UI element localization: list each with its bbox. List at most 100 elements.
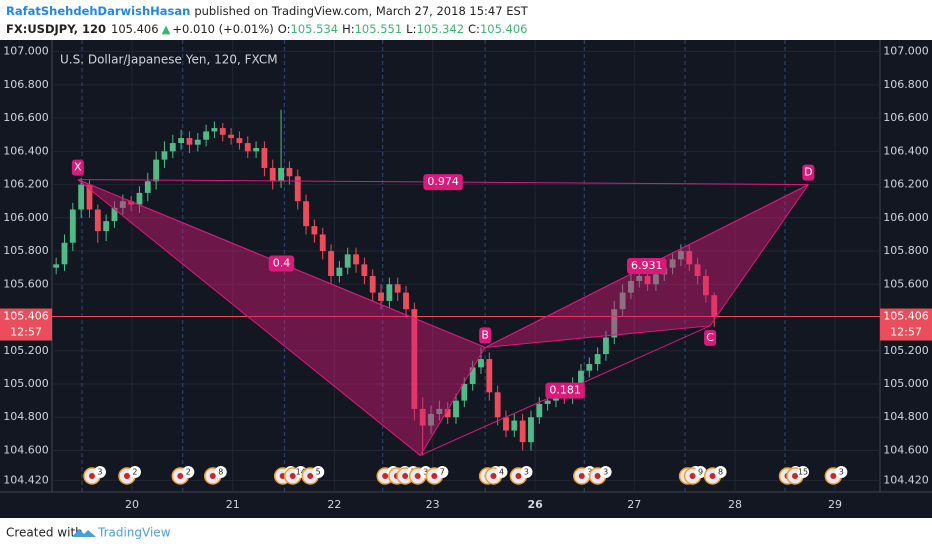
candle-body: [677, 251, 684, 260]
candle-body: [594, 354, 601, 365]
event-count: 3: [839, 468, 844, 477]
candle-body: [186, 138, 193, 145]
ratio-label: 0.4: [273, 257, 291, 270]
l: 105.342: [416, 22, 464, 36]
y-tick-label: 106.400: [3, 144, 49, 157]
y-tick-label-right: 104.420: [883, 473, 929, 486]
event-badge: [128, 466, 141, 478]
candle-body: [194, 139, 201, 145]
event-flag: [382, 473, 389, 479]
candle-body: [578, 370, 584, 384]
candle-body: [478, 359, 484, 368]
event-count: 3: [587, 468, 592, 477]
y-tick-label-right: 106.800: [883, 78, 929, 91]
candle-body: [494, 392, 501, 418]
x-tick-label: 26: [527, 498, 543, 511]
candle-body: [711, 295, 718, 317]
event-flag: [594, 473, 601, 479]
event-count: 8: [218, 468, 223, 477]
candle-body: [486, 359, 493, 393]
candle-body: [119, 201, 126, 208]
candle-body: [444, 408, 451, 418]
candle-body: [61, 242, 68, 265]
price-tag-value: 105.406: [3, 310, 49, 323]
y-tick-label-right: 104.600: [883, 443, 929, 456]
footer-bg: [0, 518, 932, 550]
event-flag: [709, 473, 716, 479]
candle-body: [344, 254, 351, 268]
price-tag: [880, 308, 932, 341]
candle-body: [136, 192, 143, 205]
event-badge: [182, 466, 195, 478]
candle-body: [628, 280, 634, 293]
candle-body: [53, 264, 60, 268]
event-count: 15: [798, 468, 808, 477]
point-label: X: [74, 161, 82, 174]
y-tick-label-right: 105.000: [883, 377, 929, 390]
candle-body: [294, 176, 301, 202]
event-badge: [93, 466, 106, 478]
candle-body: [219, 128, 226, 135]
published: published on TradingView.com, March 27, …: [194, 4, 528, 18]
point-label-bg: [71, 159, 84, 176]
event-flag: [689, 473, 696, 479]
candle-body: [203, 131, 210, 140]
x-tick-label: 29: [828, 498, 842, 511]
h: 105.551: [355, 22, 403, 36]
y-tick-label: 105.600: [3, 277, 49, 290]
price-tag-countdown: 12:57: [10, 326, 42, 339]
y-tick-label-right: 105.600: [883, 277, 929, 290]
candle-body: [453, 400, 459, 418]
c-label: C:: [468, 22, 480, 36]
candle-body: [519, 420, 526, 443]
candle-body: [69, 209, 76, 243]
symbol: FX:USDJPY, 120: [6, 22, 106, 36]
candle-body: [228, 134, 235, 139]
candle-body: [361, 264, 368, 276]
price-tag-countdown: 12:57: [890, 326, 922, 339]
candle-body: [336, 267, 343, 276]
event-badge: [214, 466, 227, 478]
event-count: 2: [132, 468, 137, 477]
x-tick-label: 21: [226, 498, 240, 511]
o-label: O:: [278, 22, 291, 36]
candle-body: [586, 364, 593, 371]
event-badge: [599, 466, 612, 478]
o: 105.534: [291, 22, 339, 36]
candle-body: [436, 408, 443, 414]
ratio-label-bg: [545, 382, 585, 399]
candle-body: [128, 201, 135, 205]
footer-brand[interactable]: TradingView: [97, 526, 171, 540]
event-flag: [123, 473, 130, 479]
candle-body: [619, 292, 626, 310]
point-label-bg: [479, 327, 492, 344]
c: 105.406: [480, 22, 528, 36]
event-flag: [209, 473, 216, 479]
author[interactable]: RafatShehdehDarwishHasan: [6, 4, 190, 18]
candle-body: [469, 367, 476, 384]
event-count: 3: [97, 468, 102, 477]
event-flag: [578, 473, 585, 479]
point-label-bg: [704, 329, 717, 346]
point-label: B: [481, 328, 489, 341]
event-count: 8: [718, 468, 723, 477]
event-badge: [436, 466, 449, 478]
event-flag: [414, 473, 421, 479]
y-tick-label: 107.000: [3, 45, 49, 58]
candle-body: [86, 184, 93, 210]
y-tick-label: 106.200: [3, 178, 49, 191]
event-flag: [490, 473, 497, 479]
event-flag: [289, 473, 296, 479]
ratio-label-bg: [627, 258, 667, 274]
event-count: 3: [603, 468, 608, 477]
candle-body: [378, 292, 384, 301]
point-label: D: [804, 166, 812, 179]
candle-body: [103, 221, 110, 232]
candle-body: [319, 234, 326, 252]
candle-body: [653, 274, 659, 285]
candle-body: [644, 275, 651, 285]
y-tick-label: 105.800: [3, 244, 49, 257]
footer-created: Created with: [6, 526, 83, 540]
candle-body: [269, 167, 276, 182]
